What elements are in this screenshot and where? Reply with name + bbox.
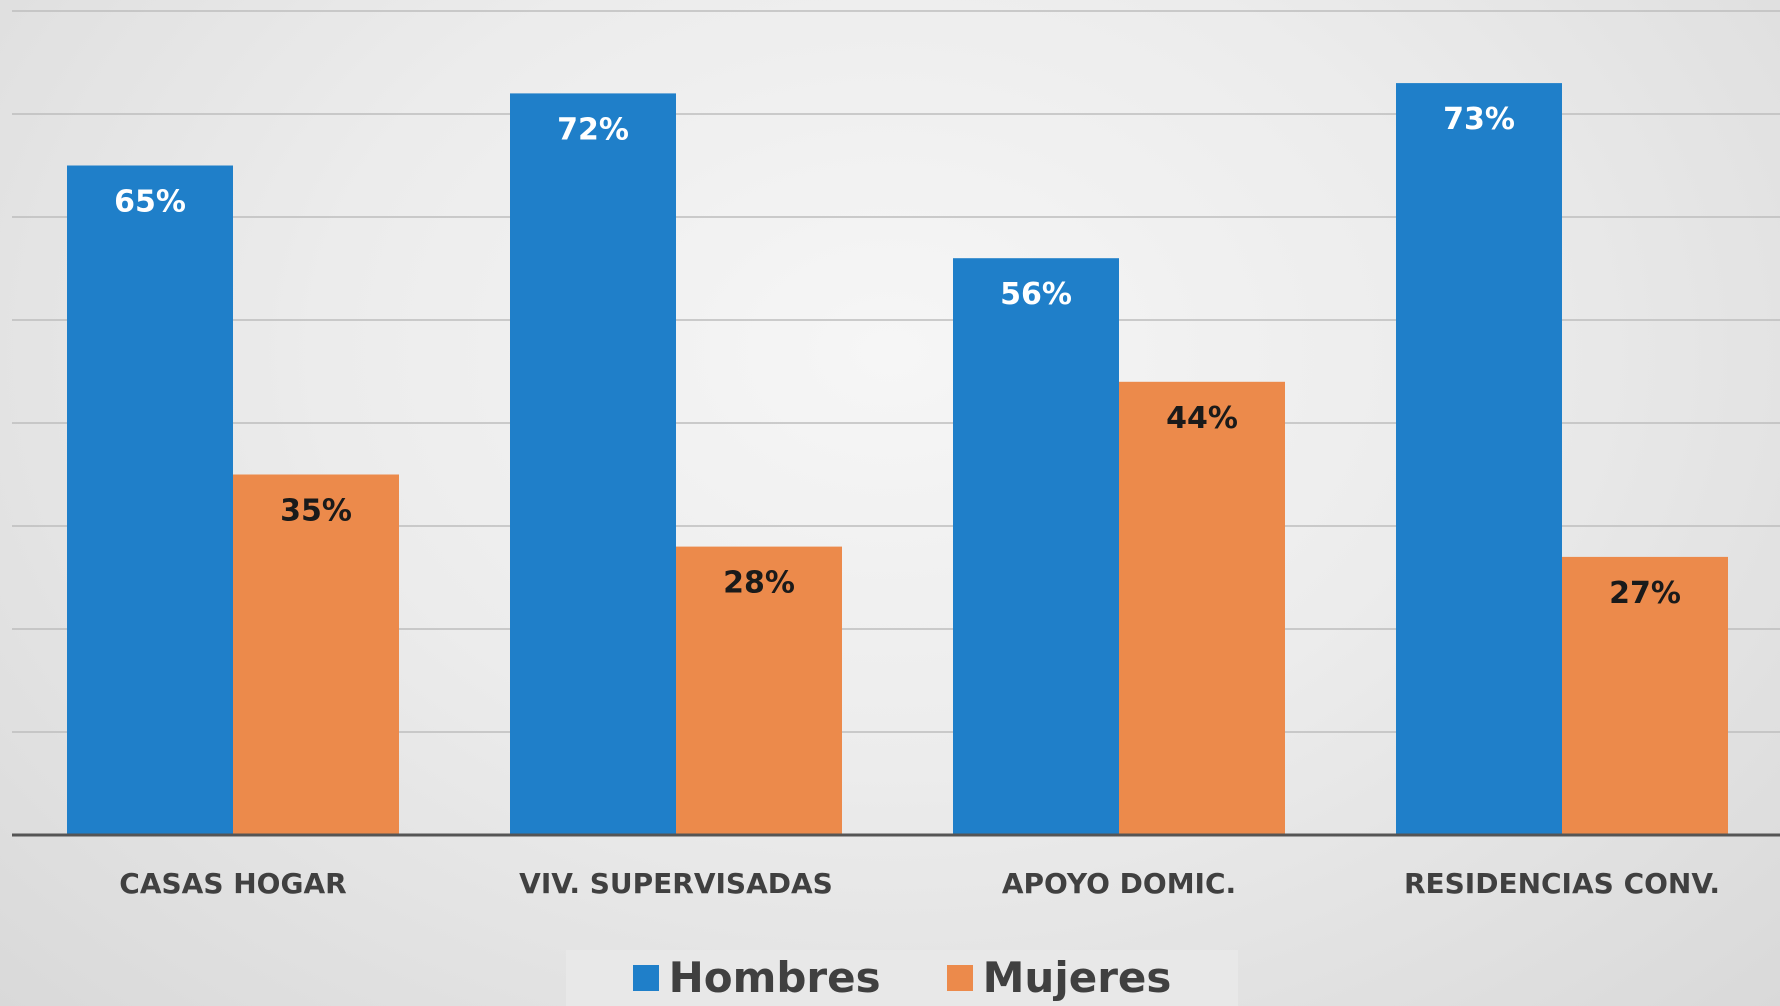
bar-hombres-1 — [67, 165, 233, 835]
data-label-hombres-2: 72% — [557, 112, 629, 147]
bar-mujeres-1 — [233, 474, 399, 835]
bar-hombres-4 — [1396, 83, 1562, 836]
legend-swatch-hombres — [632, 965, 659, 991]
data-label-hombres-3: 56% — [1000, 277, 1072, 312]
legend-item-hombres: Hombres — [632, 953, 881, 1002]
data-label-hombres-4: 73% — [1443, 102, 1515, 137]
category-label-1: CASAS HOGAR — [119, 867, 346, 900]
data-label-mujeres-4: 27% — [1609, 576, 1681, 611]
bar-mujeres-4 — [1562, 556, 1728, 835]
data-label-mujeres-2: 28% — [723, 566, 795, 601]
legend-swatch-mujeres — [946, 965, 973, 991]
bar-hombres-3 — [953, 258, 1119, 835]
category-label-3: APOYO DOMIC. — [1002, 867, 1236, 900]
legend-label-hombres: Hombres — [668, 953, 881, 1002]
data-label-mujeres-3: 44% — [1166, 401, 1238, 436]
category-label-4: RESIDENCIAS CONV. — [1404, 867, 1720, 900]
legend: Hombres Mujeres — [566, 950, 1238, 1006]
data-label-mujeres-1: 35% — [280, 494, 352, 529]
data-label-hombres-1: 65% — [114, 185, 186, 220]
category-label-2: VIV. SUPERVISADAS — [519, 867, 833, 900]
bar-mujeres-2 — [676, 546, 842, 835]
bar-mujeres-3 — [1119, 381, 1285, 835]
legend-item-mujeres: Mujeres — [946, 953, 1172, 1002]
bar-hombres-2 — [510, 93, 676, 835]
legend-label-mujeres: Mujeres — [982, 953, 1172, 1002]
bar-chart: 65% 35% CASAS HOGAR 72% 28% VIV. SUPERVISADAS… — [12, 10, 1780, 900]
